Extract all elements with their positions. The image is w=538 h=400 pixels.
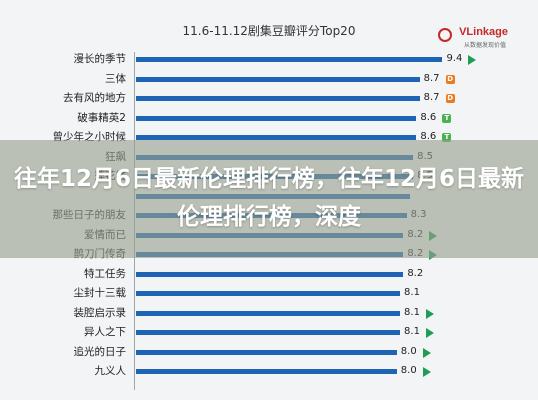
bar xyxy=(136,135,417,140)
category-label: 漫长的季节 xyxy=(73,53,127,65)
value-label: 8.7 xyxy=(423,72,440,84)
value-label: 8.6 xyxy=(420,111,437,123)
overlay-banner xyxy=(0,140,538,258)
vlinkage-logo: VLinkage 从数据发现价值 xyxy=(438,22,508,52)
bar xyxy=(136,271,404,277)
logo-name: VLinkage xyxy=(459,26,508,38)
platform-play-icon xyxy=(426,308,435,319)
platform-play-icon xyxy=(422,367,431,377)
category-label: 九义人 xyxy=(94,365,127,377)
platform-play-icon xyxy=(422,347,431,358)
bar xyxy=(136,310,401,316)
chart-title: 11.6-11.12剧集豆瓣评分Top20 xyxy=(182,24,356,38)
value-label: 8.0 xyxy=(400,345,417,357)
platform-play-icon xyxy=(468,55,477,65)
value-label: 8.2 xyxy=(407,267,424,279)
category-label: 特工任务 xyxy=(84,267,126,280)
category-label: 去有风的地方 xyxy=(63,92,126,104)
platform-green-icon: T xyxy=(442,133,452,142)
platform-play-icon xyxy=(426,328,435,338)
bar xyxy=(136,76,420,82)
category-label: 追光的日子 xyxy=(73,345,127,358)
value-label: 8.1 xyxy=(404,326,420,337)
bar xyxy=(136,349,397,355)
bar xyxy=(136,369,397,374)
bar xyxy=(136,115,417,121)
value-label: 8.1 xyxy=(404,306,420,318)
bar xyxy=(136,57,443,62)
category-label: 三体 xyxy=(105,72,126,85)
value-label: 8.7 xyxy=(423,92,440,103)
category-label: 装腔启示录 xyxy=(73,306,127,319)
category-label: 破事精英2 xyxy=(77,111,126,124)
bar xyxy=(136,96,420,101)
category-label: 尘封十三载 xyxy=(73,287,127,299)
logo-subtitle: 从数据发现价值 xyxy=(463,43,506,49)
bar xyxy=(136,291,401,296)
banner-headline: 往年12月6日最新伦理排行榜，往年12月6日最新伦理排行榜，深度 xyxy=(13,166,525,230)
value-label: 8.6 xyxy=(420,131,437,142)
category-label: 异人之下 xyxy=(84,326,126,338)
value-label: 9.4 xyxy=(446,53,463,64)
value-label: 8.0 xyxy=(400,365,417,376)
bar xyxy=(136,330,401,335)
platform-orange-icon: D xyxy=(445,94,455,103)
logo-mark-icon xyxy=(438,28,452,42)
platform-orange-icon: D xyxy=(445,74,455,84)
value-label: 8.1 xyxy=(404,287,420,298)
platform-green-icon: T xyxy=(442,113,452,123)
